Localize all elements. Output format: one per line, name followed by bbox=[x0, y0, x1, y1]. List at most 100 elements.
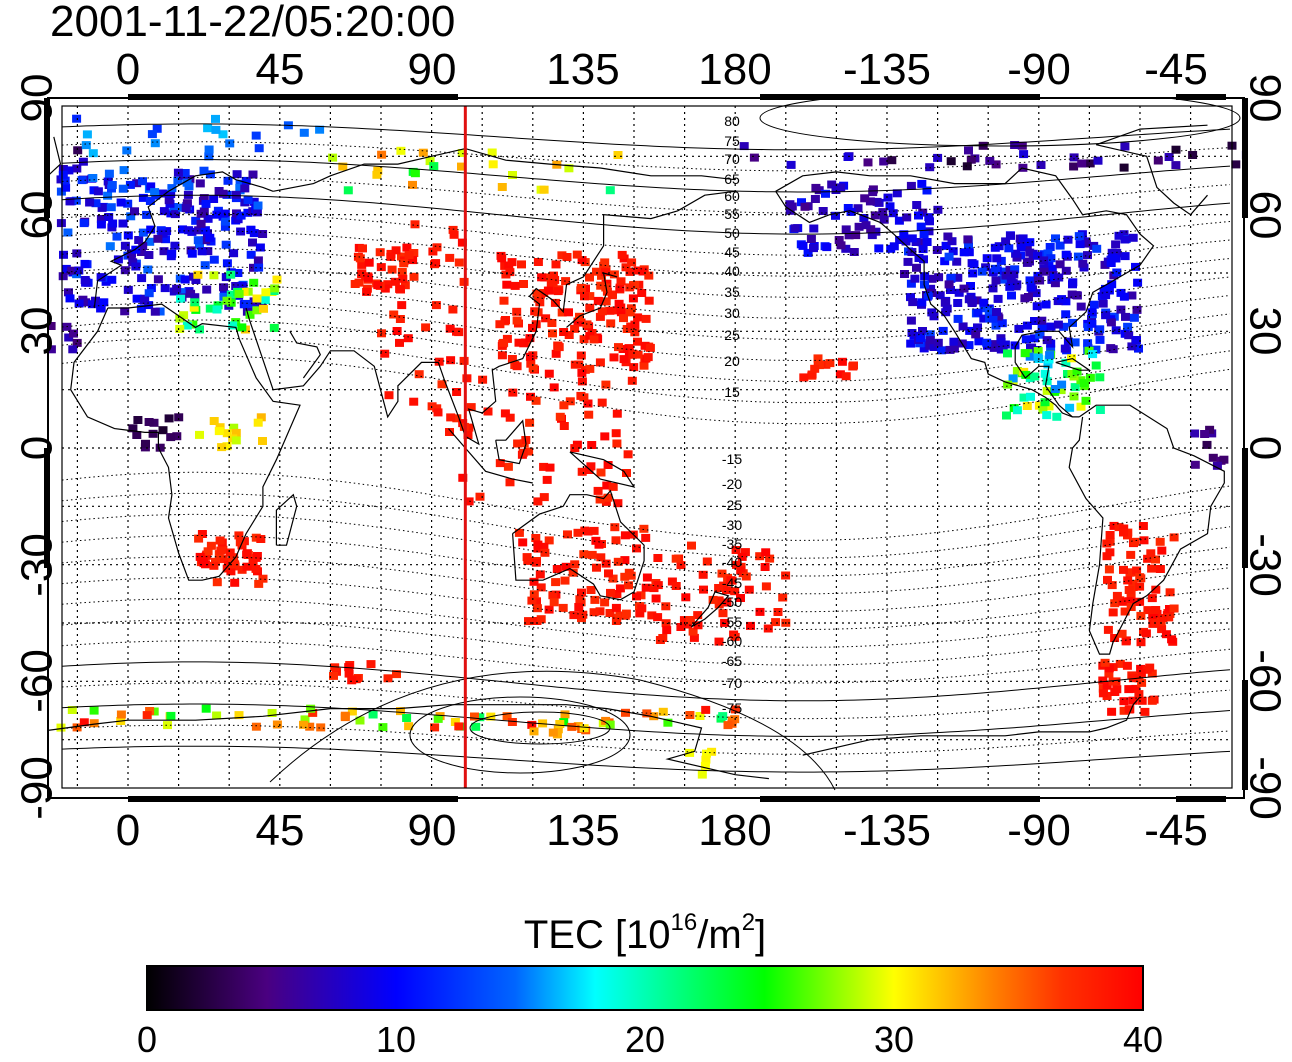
tec-cell bbox=[499, 296, 509, 305]
tec-cell bbox=[587, 550, 597, 559]
tec-cell bbox=[837, 357, 847, 366]
tec-cell bbox=[209, 255, 219, 264]
right-lat-tick-label: 90 bbox=[1241, 74, 1290, 123]
tec-cell bbox=[143, 265, 153, 274]
tec-cell bbox=[519, 280, 528, 288]
tec-cell bbox=[158, 426, 168, 435]
tec-cell bbox=[786, 160, 796, 169]
tec-cell bbox=[746, 621, 755, 630]
tec-cell bbox=[616, 308, 626, 317]
tec-cell bbox=[1039, 267, 1049, 276]
tec-cell bbox=[368, 710, 378, 719]
tec-cell bbox=[237, 565, 247, 574]
tec-cell bbox=[533, 497, 543, 506]
tec-cell bbox=[253, 256, 263, 265]
tec-cell bbox=[118, 219, 128, 228]
tec-cell bbox=[894, 216, 904, 225]
tec-cell bbox=[632, 544, 641, 553]
tec-cell bbox=[1030, 334, 1040, 343]
tec-cell bbox=[607, 291, 617, 300]
tec-cell bbox=[497, 351, 507, 360]
top-lon-tick-label: 0 bbox=[116, 45, 140, 94]
tec-cell bbox=[600, 258, 610, 267]
tec-cell bbox=[1110, 599, 1120, 608]
tec-cell bbox=[907, 329, 917, 337]
tec-cell bbox=[80, 276, 90, 284]
tec-cell bbox=[505, 413, 515, 422]
tec-cell bbox=[914, 211, 923, 220]
tec-cell bbox=[344, 669, 354, 678]
tec-cell bbox=[687, 541, 696, 550]
tec-cell bbox=[982, 254, 992, 263]
tec-cell bbox=[575, 595, 585, 604]
tec-cell bbox=[964, 146, 973, 155]
tec-cell bbox=[139, 296, 149, 305]
tec-cell bbox=[887, 156, 897, 165]
tec-cell bbox=[329, 671, 338, 680]
top-lon-tick-label: -90 bbox=[1007, 45, 1071, 94]
tec-cell bbox=[800, 202, 810, 211]
tec-cell bbox=[585, 364, 595, 373]
tec-cell bbox=[601, 559, 611, 568]
tec-cell bbox=[1151, 606, 1161, 614]
tec-cell bbox=[202, 285, 212, 294]
tec-cell bbox=[59, 250, 68, 259]
coastline-segment bbox=[289, 330, 321, 379]
tec-cell bbox=[1133, 278, 1143, 287]
tec-cell bbox=[744, 585, 754, 594]
tec-cell bbox=[642, 573, 652, 582]
tec-cell bbox=[693, 621, 703, 630]
tec-cell bbox=[231, 282, 241, 290]
tec-cell bbox=[197, 247, 207, 256]
tec-cell bbox=[841, 244, 851, 253]
tec-cell bbox=[158, 229, 168, 238]
bottom-lon-tick-label: -45 bbox=[1144, 806, 1208, 855]
tec-cell bbox=[1119, 565, 1128, 574]
tec-cell bbox=[586, 462, 596, 471]
tec-cell bbox=[1083, 251, 1092, 260]
tec-cell bbox=[524, 617, 533, 626]
tec-cell bbox=[170, 210, 180, 219]
tec-cell bbox=[193, 270, 203, 279]
tec-cell bbox=[214, 427, 224, 436]
tec-cell bbox=[1124, 331, 1134, 340]
tec-cell bbox=[315, 125, 325, 134]
tec-cell bbox=[549, 598, 559, 607]
tec-cell bbox=[1116, 288, 1126, 297]
tec-cell bbox=[1117, 629, 1127, 638]
tec-cell bbox=[1069, 162, 1079, 171]
tec-cell bbox=[569, 611, 579, 620]
tec-cell bbox=[112, 232, 122, 241]
tec-cell bbox=[1122, 661, 1132, 670]
tec-cell bbox=[1101, 284, 1110, 293]
tec-cell bbox=[63, 228, 73, 237]
tec-cell bbox=[104, 213, 114, 221]
tec-cell bbox=[536, 583, 546, 592]
tec-cell bbox=[629, 363, 639, 372]
tec-cell bbox=[969, 260, 979, 269]
tec-cell bbox=[818, 207, 828, 215]
tec-cell bbox=[1042, 386, 1052, 395]
tec-cell bbox=[953, 273, 963, 282]
tec-cell bbox=[653, 581, 663, 590]
tec-cell bbox=[927, 274, 937, 283]
tec-cell bbox=[908, 298, 918, 307]
tec-cell bbox=[1134, 690, 1144, 699]
tec-cell bbox=[653, 554, 663, 562]
tec-cell bbox=[615, 283, 625, 292]
tec-cell bbox=[358, 244, 367, 253]
tec-cell bbox=[941, 297, 950, 306]
tec-cell bbox=[222, 296, 232, 305]
tec-cell bbox=[1037, 316, 1047, 325]
tec-cell bbox=[641, 583, 651, 592]
tec-cell bbox=[990, 264, 1000, 273]
mag-lat-contour bbox=[61, 682, 1231, 720]
tec-cell bbox=[252, 552, 262, 560]
tec-cell bbox=[242, 299, 252, 308]
tec-cell bbox=[1053, 320, 1063, 329]
tec-cell bbox=[433, 408, 443, 417]
tec-cell bbox=[576, 318, 586, 327]
tec-cell bbox=[918, 245, 928, 254]
tec-cell bbox=[972, 296, 982, 305]
